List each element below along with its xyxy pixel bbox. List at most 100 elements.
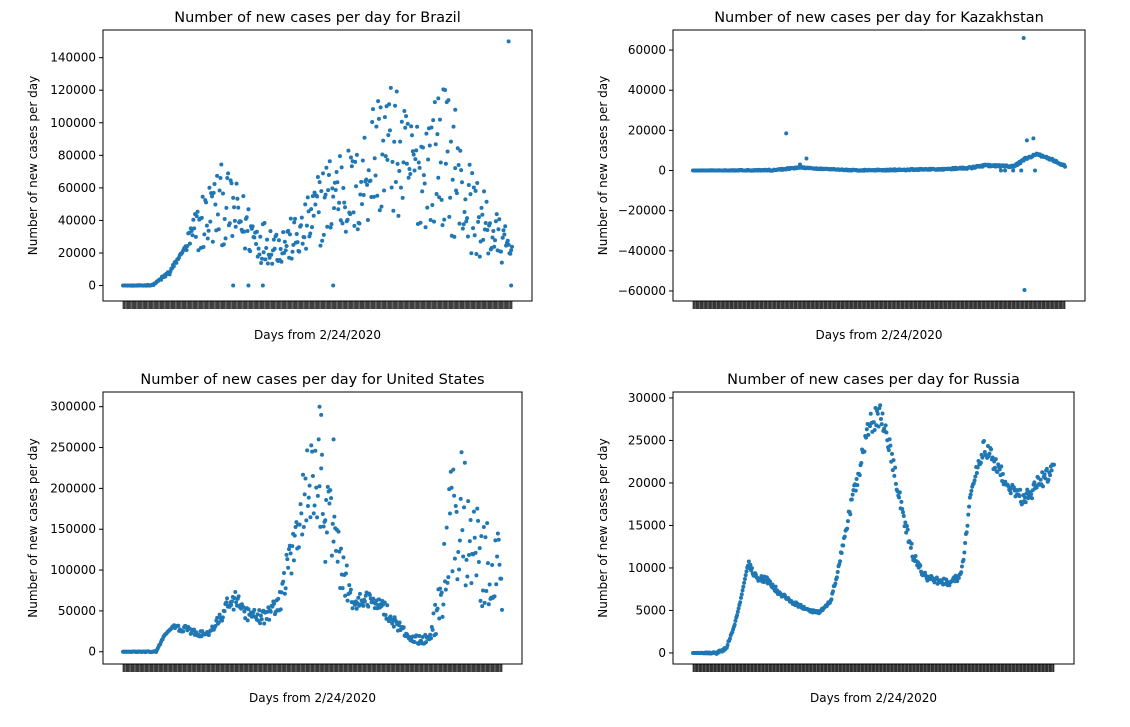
data-point xyxy=(258,621,263,626)
data-point xyxy=(886,448,891,453)
data-point xyxy=(467,539,472,544)
data-point xyxy=(234,600,239,605)
data-point xyxy=(485,228,490,233)
data-point xyxy=(357,591,362,596)
data-point-outlier xyxy=(509,283,514,288)
data-point xyxy=(1040,484,1045,489)
data-point xyxy=(1038,477,1043,482)
data-point xyxy=(345,598,350,603)
data-point xyxy=(283,248,288,253)
data-point xyxy=(432,100,437,105)
data-point xyxy=(744,569,749,574)
data-point xyxy=(397,620,402,625)
data-point xyxy=(1006,484,1011,489)
data-point xyxy=(278,246,283,251)
data-point xyxy=(864,427,869,432)
y-tick-label: 120000 xyxy=(50,83,96,97)
data-point xyxy=(250,224,255,229)
data-point xyxy=(235,196,240,201)
data-point xyxy=(262,220,267,225)
data-point xyxy=(476,219,481,224)
data-point xyxy=(305,448,310,453)
y-tick-label: 60000 xyxy=(58,181,96,195)
data-point xyxy=(469,581,474,586)
data-point xyxy=(344,563,349,568)
y-tick-label: 0 xyxy=(88,279,96,293)
x-axis-label: Days from 2/24/2020 xyxy=(254,328,381,342)
data-point xyxy=(400,195,405,200)
data-point xyxy=(959,564,964,569)
data-point xyxy=(1042,472,1047,477)
data-point xyxy=(862,449,867,454)
data-point-outlier xyxy=(1031,136,1036,141)
data-point xyxy=(464,219,469,224)
data-point xyxy=(443,87,448,92)
data-point xyxy=(373,173,378,178)
data-point xyxy=(445,149,450,154)
data-point xyxy=(1008,491,1013,496)
data-point xyxy=(893,465,898,470)
subplot-russia: Number of new cases per day for Russia N… xyxy=(596,372,1075,705)
data-point xyxy=(471,509,476,514)
data-point xyxy=(328,488,333,493)
data-point xyxy=(889,451,894,456)
data-point xyxy=(888,443,893,448)
data-point xyxy=(227,221,232,226)
plot-frame xyxy=(672,391,1075,665)
data-point xyxy=(256,246,261,251)
data-point xyxy=(382,600,387,605)
data-point xyxy=(321,171,326,176)
data-point xyxy=(491,229,496,233)
data-point xyxy=(379,204,384,209)
data-point xyxy=(422,181,427,186)
data-point xyxy=(307,483,312,488)
data-point xyxy=(357,221,362,226)
data-point xyxy=(389,185,394,190)
data-point xyxy=(268,229,273,234)
data-point xyxy=(327,159,332,164)
data-point xyxy=(897,490,902,495)
data-point xyxy=(993,457,998,462)
data-point xyxy=(415,124,420,129)
data-point xyxy=(289,571,294,576)
data-point-outlier xyxy=(998,168,1003,173)
data-point xyxy=(417,634,422,638)
data-point xyxy=(909,541,914,546)
data-point xyxy=(200,629,205,634)
data-point xyxy=(457,221,462,226)
data-point xyxy=(975,465,980,470)
chart-title: Number of new cases per day for Kazakhst… xyxy=(714,10,1044,26)
data-point xyxy=(430,627,435,632)
data-point xyxy=(461,222,466,227)
data-point xyxy=(462,460,467,465)
data-point xyxy=(285,557,290,562)
data-point xyxy=(908,545,913,550)
data-point xyxy=(387,102,392,107)
data-point xyxy=(294,232,299,237)
data-point xyxy=(465,234,470,239)
data-point xyxy=(968,492,973,497)
data-point xyxy=(328,225,333,230)
data-point xyxy=(352,223,357,228)
data-point xyxy=(494,212,499,217)
data-point xyxy=(1049,468,1054,473)
data-point xyxy=(442,217,447,222)
data-point xyxy=(391,208,396,213)
data-point xyxy=(377,208,382,213)
data-points xyxy=(121,39,514,288)
data-point xyxy=(1029,496,1034,501)
data-point xyxy=(217,188,222,193)
data-point xyxy=(274,232,279,237)
y-tick-label: 80000 xyxy=(58,148,96,162)
data-point xyxy=(349,164,354,169)
data-point xyxy=(257,252,262,257)
data-point xyxy=(191,217,196,222)
data-point xyxy=(458,496,463,501)
data-point xyxy=(254,229,259,234)
data-point xyxy=(460,180,464,185)
data-point xyxy=(416,160,421,165)
data-point xyxy=(905,527,910,532)
data-point xyxy=(290,249,295,254)
data-point xyxy=(407,166,412,171)
data-point xyxy=(496,227,501,232)
